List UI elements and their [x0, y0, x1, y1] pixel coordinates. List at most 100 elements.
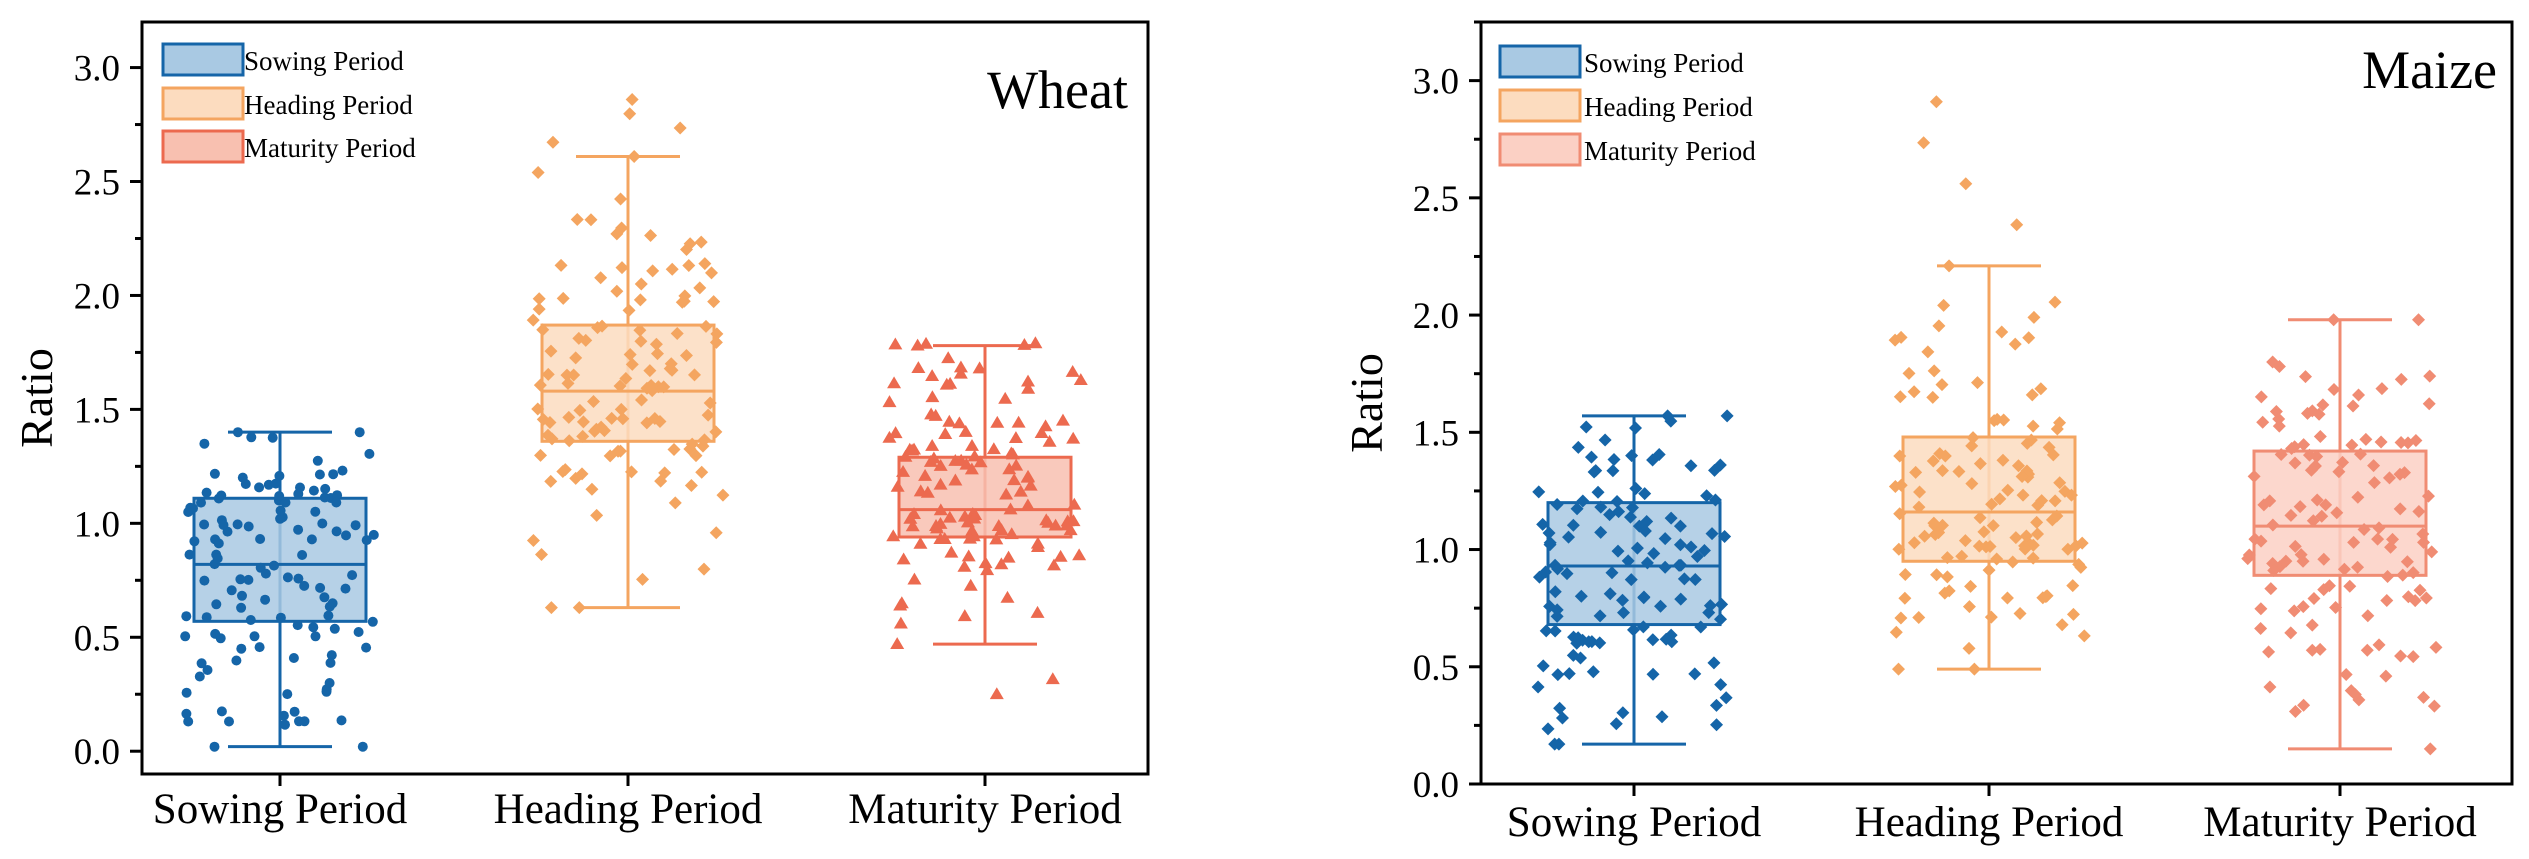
data-point	[942, 510, 957, 523]
data-point	[1548, 624, 1562, 638]
data-point	[1907, 536, 1921, 550]
data-point	[1543, 538, 1557, 552]
data-point	[562, 410, 576, 424]
data-point	[957, 559, 972, 572]
data-points	[2241, 313, 2443, 756]
data-point	[890, 479, 905, 492]
data-point	[938, 427, 953, 439]
data-point	[1039, 513, 1054, 526]
data-points	[526, 92, 730, 615]
data-point	[1646, 633, 1660, 647]
data-point	[636, 572, 650, 586]
data-point	[998, 391, 1013, 404]
data-point	[2317, 583, 2331, 597]
data-point	[201, 487, 212, 498]
data-point	[699, 319, 713, 333]
data-point	[1690, 549, 1704, 563]
data-point	[1935, 378, 1949, 392]
wheat-panel: Ratio Wheat Sowing Period Heading Period…	[11, 20, 1150, 833]
y-tick-label: 0.5	[1413, 648, 1459, 689]
data-point	[1655, 710, 1669, 724]
data-point	[1715, 597, 1729, 611]
data-point	[667, 442, 681, 456]
data-point	[260, 594, 271, 605]
data-point	[2272, 412, 2286, 426]
data-point	[1940, 551, 1954, 565]
data-point	[980, 563, 995, 576]
data-point	[2319, 498, 2333, 512]
y-axis-ticks: 0.0 0.5 1.0 1.5 2.0 2.5 3.0	[1413, 20, 1481, 806]
data-point	[2347, 535, 2361, 549]
data-point	[898, 449, 913, 462]
data-point	[694, 235, 708, 249]
data-point	[1984, 610, 1998, 624]
data-point	[353, 627, 364, 637]
data-point	[925, 369, 940, 382]
data-point	[2034, 382, 2048, 396]
data-point	[1623, 510, 1637, 524]
data-point	[1548, 737, 1562, 751]
data-point	[2006, 555, 2020, 569]
y-tick-label: 1.5	[74, 390, 120, 431]
data-point	[961, 549, 976, 562]
data-point	[1630, 541, 1644, 555]
data-point	[1962, 600, 1976, 614]
data-point	[576, 415, 590, 429]
data-point	[2310, 450, 2324, 464]
data-point	[1007, 473, 1022, 486]
data-point	[2367, 459, 2381, 473]
data-point	[245, 615, 256, 625]
data-point	[1023, 478, 1038, 491]
data-point	[329, 623, 340, 634]
data-point	[2422, 397, 2436, 411]
x-tick-label: Maturity Period	[848, 786, 1122, 833]
data-point	[224, 716, 234, 727]
data-point	[1640, 556, 1654, 570]
data-point	[2360, 643, 2374, 657]
data-point	[337, 465, 348, 476]
data-point	[231, 655, 242, 666]
data-point	[1659, 632, 1673, 646]
data-point	[953, 360, 968, 373]
data-point	[2019, 529, 2033, 543]
data-point	[1958, 534, 1972, 548]
data-point	[1571, 440, 1585, 454]
data-point	[2247, 469, 2261, 483]
data-point	[1898, 591, 1912, 605]
data-point	[1042, 434, 1057, 447]
data-point	[364, 448, 375, 459]
data-point	[2382, 471, 2396, 485]
data-point	[211, 599, 222, 610]
data-point	[1591, 485, 1605, 499]
data-point	[2266, 355, 2280, 369]
data-point	[1688, 572, 1702, 586]
data-point	[1611, 544, 1625, 558]
data-point	[2343, 579, 2357, 593]
y-tick-label: 3.0	[1413, 62, 1459, 103]
data-point	[1004, 527, 1019, 540]
data-point	[2046, 448, 2060, 462]
data-point	[614, 402, 628, 416]
data-point	[2381, 569, 2395, 583]
data-point	[1893, 390, 1907, 404]
data-point	[526, 534, 540, 548]
y-tick-label: 1.0	[74, 504, 120, 545]
data-point	[336, 715, 347, 726]
legend-item: Heading Period	[1498, 88, 1753, 123]
data-point	[1646, 667, 1660, 681]
data-point	[2386, 532, 2400, 546]
data-point	[1603, 587, 1617, 601]
data-point	[1891, 662, 1905, 676]
data-point	[299, 716, 310, 727]
data-point	[1688, 667, 1702, 681]
data-point	[709, 526, 723, 540]
data-point	[633, 323, 647, 337]
data-point	[280, 719, 290, 730]
data-point	[1053, 549, 1068, 562]
data-point	[2074, 560, 2088, 574]
data-point	[925, 390, 940, 403]
data-point	[1912, 500, 1926, 514]
data-point	[2055, 618, 2069, 632]
data-point	[625, 92, 639, 106]
data-point	[306, 534, 317, 545]
